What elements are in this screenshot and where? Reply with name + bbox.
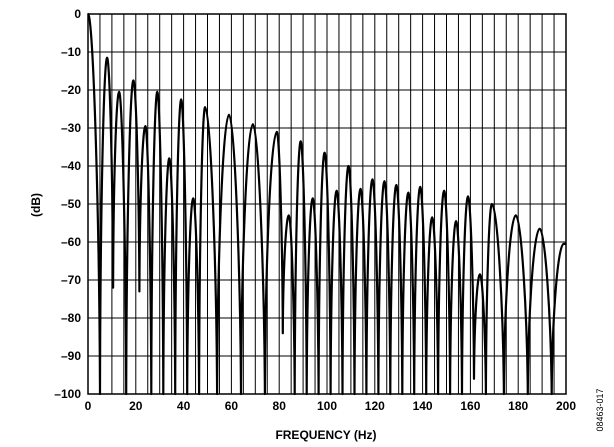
- x-tick-label: 140: [413, 399, 433, 413]
- x-tick-label: 160: [460, 399, 480, 413]
- x-tick-label: 120: [365, 399, 385, 413]
- y-tick-label: –20: [61, 83, 81, 97]
- y-tick-label: –80: [61, 311, 81, 325]
- response-line: [86, 12, 566, 396]
- x-tick-label: 40: [177, 399, 191, 413]
- y-tick-labels: 0 –10 –20 –30 –40 –50 –60 –70 –80 –90 –100: [54, 7, 81, 401]
- plot-frame: [87, 13, 567, 395]
- y-tick-label: –40: [61, 159, 81, 173]
- x-tick-label: 20: [129, 399, 143, 413]
- x-tick-label: 200: [556, 399, 576, 413]
- y-tick-label: –50: [61, 197, 81, 211]
- y-tick-label: –70: [61, 273, 81, 287]
- y-tick-label: –90: [61, 349, 81, 363]
- y-tick-label: 0: [74, 7, 81, 21]
- figure-id: 08463-017: [595, 388, 605, 431]
- response-trace: [86, 12, 566, 396]
- x-tick-label: 60: [225, 399, 239, 413]
- y-tick-label: –10: [61, 45, 81, 59]
- x-tick-label: 100: [317, 399, 337, 413]
- y-axis-label: (dB): [29, 193, 43, 217]
- x-tick-label: 180: [508, 399, 528, 413]
- x-tick-label: 0: [85, 399, 92, 413]
- x-axis-label: FREQUENCY (Hz): [275, 428, 376, 442]
- x-tick-label: 80: [273, 399, 287, 413]
- y-tick-label: –100: [54, 387, 81, 401]
- y-tick-label: –60: [61, 235, 81, 249]
- y-tick-label: –30: [61, 121, 81, 135]
- x-tick-labels: 0 20 40 60 80 100 120 140 160 180 200: [85, 399, 577, 413]
